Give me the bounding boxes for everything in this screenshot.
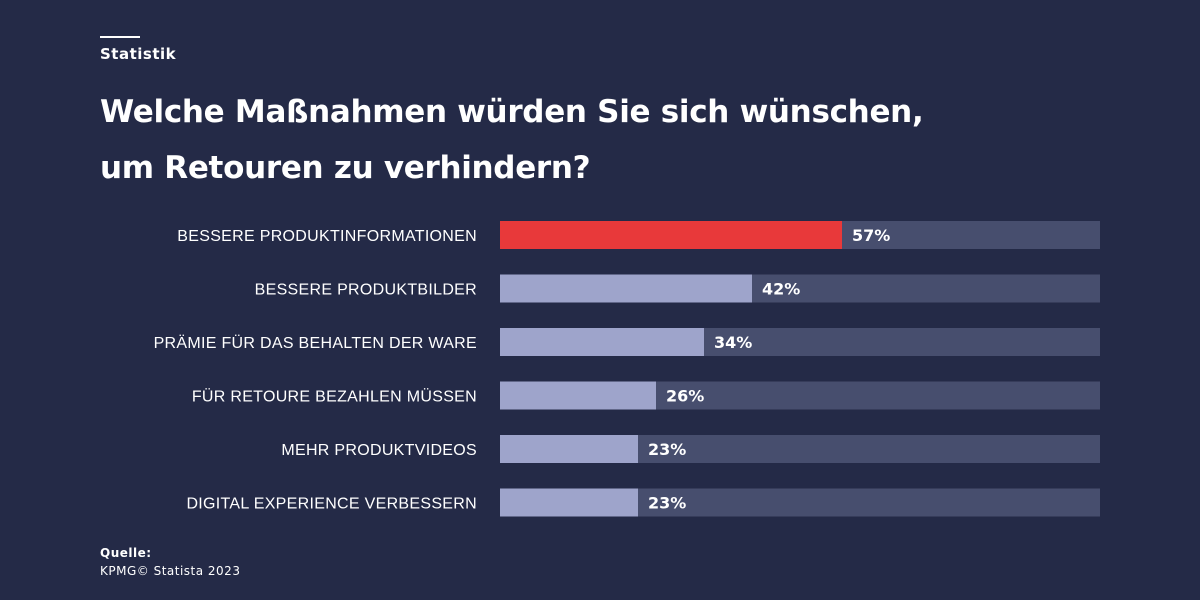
bar [500,435,638,463]
chart-title-line-1: Welche Maßnahmen würden Sie sich wünsche… [100,94,924,130]
value-label: 34% [714,333,752,352]
category-label: FÜR RETOURE BEZAHLEN MÜSSEN [192,388,477,406]
bar-row: FÜR RETOURE BEZAHLEN MÜSSEN 26% [192,381,1100,410]
bar-row: BESSERE PRODUKTBILDER 42% [255,274,1100,303]
category-label: BESSERE PRODUKTBILDER [255,282,477,299]
bar-row: PRÄMIE FÜR DAS BEHALTEN DER WARE 34% [154,328,1100,356]
bar [500,381,656,410]
value-label: 26% [666,387,704,406]
header-rule [100,36,140,38]
bar-row: MEHR PRODUKTVIDEOS 23% [281,435,1100,463]
source-label: Quelle: [100,546,152,560]
category-label: DIGITAL EXPERIENCE VERBESSERN [186,496,477,513]
chart-title-line-2: um Retouren zu verhindern? [100,150,591,186]
category-label: MEHR PRODUKTVIDEOS [281,442,477,459]
value-label: 23% [648,440,686,459]
eyebrow-label: Statistik [100,45,177,63]
value-label: 42% [762,280,800,299]
bar [500,274,752,303]
value-label: 23% [648,494,686,513]
value-label: 57% [852,226,890,245]
bar [500,221,842,249]
bar-row: BESSERE PRODUKTINFORMATIONEN 57% [177,221,1100,249]
category-label: BESSERE PRODUKTINFORMATIONEN [177,228,477,245]
source-text: KPMG© Statista 2023 [100,564,241,578]
bar [500,488,638,517]
category-label: PRÄMIE FÜR DAS BEHALTEN DER WARE [154,334,477,352]
bar [500,328,704,356]
chart-title: Welche Maßnahmen würden Sie sich wünsche… [100,84,1100,196]
bar-row: DIGITAL EXPERIENCE VERBESSERN 23% [186,488,1100,517]
